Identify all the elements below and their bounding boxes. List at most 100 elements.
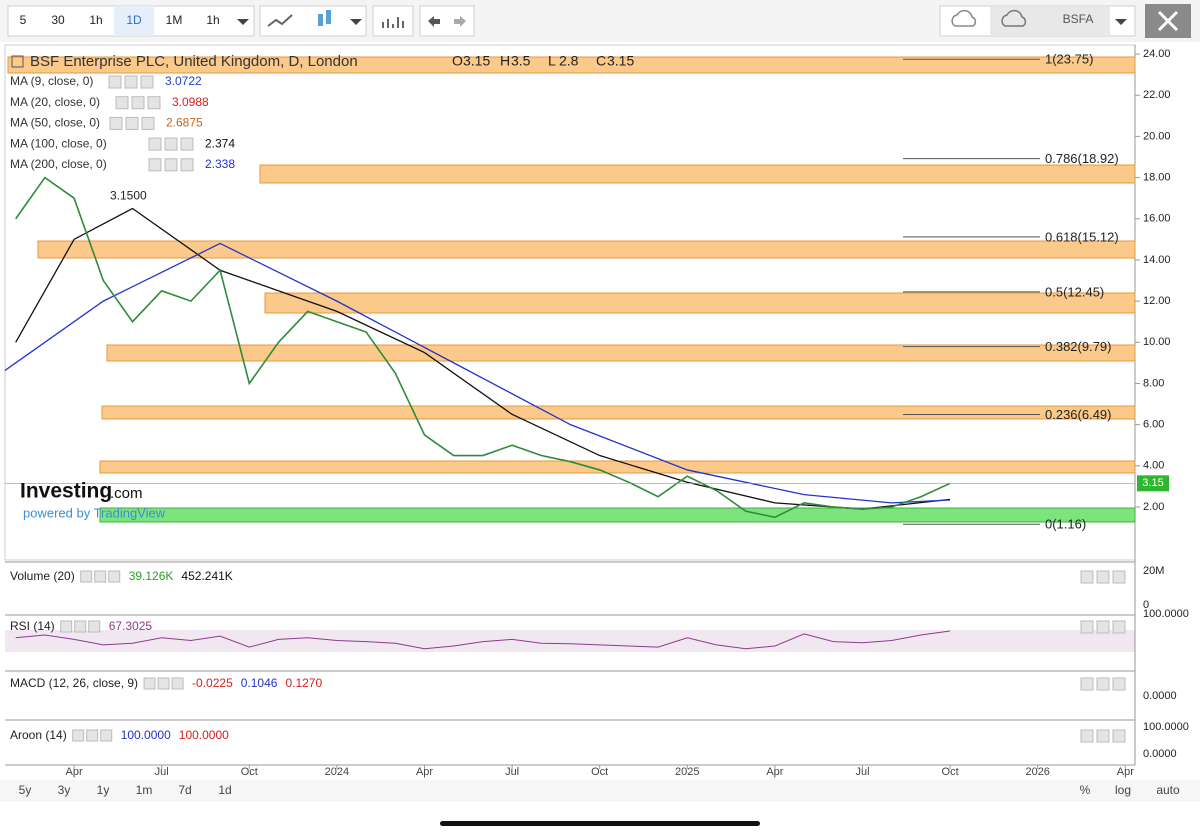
bottom-bar	[0, 780, 1200, 802]
pane-control[interactable]	[1080, 677, 1094, 691]
ohlc-label: L	[548, 53, 556, 69]
range-button[interactable]: 1m	[136, 783, 153, 797]
legend-icon[interactable]	[148, 137, 162, 151]
legend-name: MA (100, close, 0)	[10, 136, 107, 150]
ohlc-value: 3.15	[607, 53, 634, 69]
pane-icon[interactable]	[94, 570, 107, 583]
range-button[interactable]: 5y	[19, 783, 32, 797]
pane-control[interactable]	[1112, 677, 1126, 691]
ohlc-label: C	[596, 53, 606, 69]
symbol-box[interactable]	[1040, 7, 1110, 35]
fib-label: 0.786(18.92)	[1045, 151, 1119, 166]
interval-button[interactable]: 1M	[166, 13, 183, 27]
scale-option[interactable]: %	[1080, 783, 1091, 797]
ohlc-value: 2.8	[559, 53, 579, 69]
legend-value: 2.374	[205, 136, 235, 150]
interval-button[interactable]: 5	[20, 13, 27, 27]
symbol-label: BSFA	[1063, 12, 1094, 26]
cloud-icon[interactable]	[951, 9, 977, 27]
range-button[interactable]: 3y	[58, 783, 71, 797]
candle-icon[interactable]	[326, 10, 331, 24]
pane-icon[interactable]	[143, 677, 156, 690]
pane-icon[interactable]	[108, 570, 121, 583]
pane-icon[interactable]	[74, 620, 87, 633]
redo-icon[interactable]	[454, 16, 466, 27]
y-tick-label: 14.00	[1143, 254, 1171, 266]
legend-icon[interactable]	[148, 158, 162, 172]
x-tick-label: 2024	[325, 766, 349, 778]
annotation: 3.1500	[110, 188, 147, 202]
legend-icon[interactable]	[147, 96, 161, 110]
pane-icon[interactable]	[171, 677, 184, 690]
price-line	[15, 176, 951, 519]
zone	[264, 292, 1136, 314]
pane-icon[interactable]	[100, 729, 113, 742]
rsi-line	[15, 630, 951, 650]
line-icon[interactable]	[267, 14, 293, 27]
pane-icon[interactable]	[80, 570, 93, 583]
pane-icon[interactable]	[86, 729, 99, 742]
legend-icon[interactable]	[180, 137, 194, 151]
legend-icon[interactable]	[124, 75, 138, 89]
undo-icon[interactable]	[428, 16, 440, 27]
scale-option[interactable]: auto	[1156, 783, 1180, 797]
dropdown-arrow[interactable]	[237, 19, 249, 25]
interval-button[interactable]: 1D	[126, 13, 142, 27]
legend-name: MA (9, close, 0)	[10, 74, 93, 88]
pane-control[interactable]	[1112, 620, 1126, 634]
legend-icon[interactable]	[164, 158, 178, 172]
cloud-active	[990, 7, 1040, 35]
legend-icon[interactable]	[164, 137, 178, 151]
legend-icon[interactable]	[125, 116, 139, 130]
interval-button[interactable]: 30	[51, 13, 65, 27]
range-button[interactable]: 7d	[178, 783, 191, 797]
legend-value: 2.6875	[166, 116, 203, 130]
legend-name: MA (200, close, 0)	[10, 157, 107, 171]
range-button[interactable]: 1y	[97, 783, 110, 797]
pane-control[interactable]	[1096, 677, 1110, 691]
pane-icon[interactable]	[60, 620, 73, 633]
legend-icon[interactable]	[180, 158, 194, 172]
legend-icon[interactable]	[108, 75, 122, 89]
legend-icon[interactable]	[131, 96, 145, 110]
dropdown-arrow[interactable]	[1115, 19, 1127, 25]
logo-suffix: .com	[110, 485, 143, 502]
x-tick-label: Jul	[855, 766, 869, 778]
legend-icon[interactable]	[115, 96, 129, 110]
interval-button[interactable]: 1h	[89, 13, 102, 27]
pane-readout: 67.3025	[109, 619, 153, 633]
pane-control[interactable]	[1080, 729, 1094, 743]
x-tick-label: Apr	[766, 766, 783, 778]
pane-readout: -0.0225	[192, 676, 233, 690]
plot-area	[5, 176, 951, 519]
pane-readout: 39.126K	[129, 569, 174, 583]
pane-icon[interactable]	[157, 677, 170, 690]
pane-control[interactable]	[1096, 620, 1110, 634]
ohlc-value: 3.15	[463, 53, 490, 69]
legend-icon[interactable]	[140, 75, 154, 89]
dropdown-arrow[interactable]	[350, 19, 362, 25]
candle-icon[interactable]	[318, 14, 323, 26]
pane-icon[interactable]	[88, 620, 101, 633]
pane-title: RSI (14)	[10, 619, 55, 633]
pane-control[interactable]	[1096, 570, 1110, 584]
legend-name: MA (20, close, 0)	[10, 95, 100, 109]
x-tick-label: Oct	[241, 766, 258, 778]
pane-control[interactable]	[1112, 729, 1126, 743]
legend-icon[interactable]	[109, 116, 123, 130]
cloud-icon[interactable]	[1001, 9, 1027, 27]
pane-control[interactable]	[1080, 570, 1094, 584]
range-button[interactable]: 1d	[218, 783, 231, 797]
pane-icon[interactable]	[72, 729, 85, 742]
scale-option[interactable]: log	[1115, 783, 1131, 797]
legend-icon[interactable]	[141, 116, 155, 130]
pane-control[interactable]	[1080, 620, 1094, 634]
pane-title: Aroon (14)	[10, 728, 67, 742]
indicators-button[interactable]	[372, 5, 414, 37]
interval-button[interactable]: 1h	[206, 13, 219, 27]
pane-control[interactable]	[1112, 570, 1126, 584]
y-tick-label: 20.00	[1143, 130, 1171, 142]
pane-control[interactable]	[1096, 729, 1110, 743]
fib-label: 0(1.16)	[1045, 517, 1086, 532]
